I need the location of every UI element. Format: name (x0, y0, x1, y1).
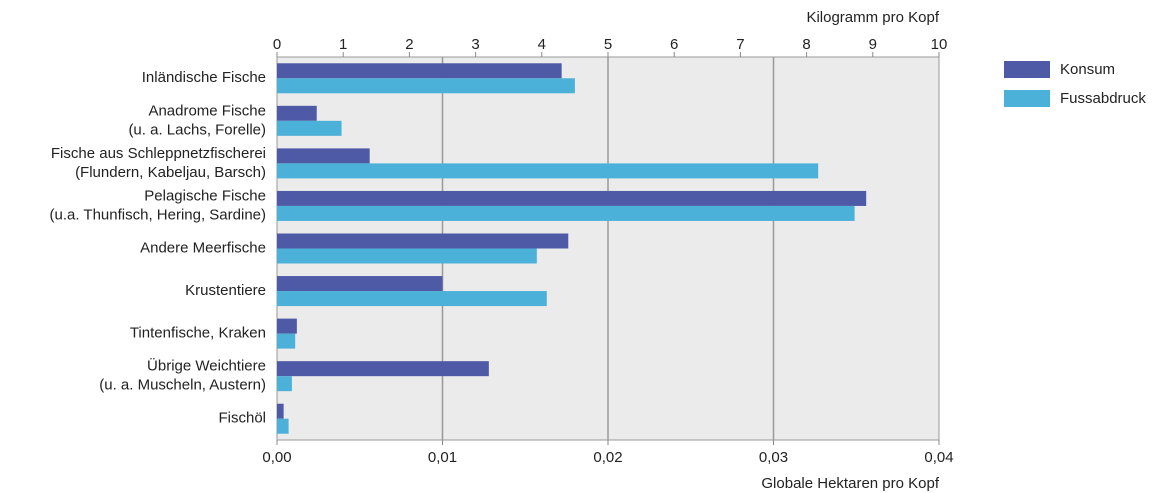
legend-label: Konsum (1060, 61, 1115, 78)
x-axis-title: Globale Hektaren pro Kopf (761, 475, 939, 492)
x2-axis-title: Kilogramm pro Kopf (806, 9, 939, 26)
y-tick-label: Fische aus Schleppnetzfischerei (51, 145, 266, 162)
bar (277, 163, 819, 179)
y-tick-label: Tintenfische, Kraken (130, 325, 266, 342)
bar (277, 276, 443, 292)
x2-tick-label: 5 (604, 36, 612, 53)
bar (277, 105, 317, 121)
x2-tick-label: 10 (931, 36, 948, 53)
bar (277, 120, 342, 136)
bar (277, 333, 296, 349)
y-tick-label: (Flundern, Kabeljau, Barsch) (75, 164, 266, 181)
bar (277, 361, 489, 377)
x2-tick-label: 6 (670, 36, 678, 53)
legend-swatch (1004, 90, 1050, 107)
y-tick-label: (u. a. Lachs, Forelle) (128, 121, 266, 138)
x-tick-label: 0,04 (924, 449, 953, 466)
y-tick-label: (u.a. Thunfisch, Hering, Sardine) (50, 206, 267, 223)
bar (277, 63, 562, 79)
bar (277, 190, 867, 206)
legend-swatch (1004, 61, 1050, 78)
bar (277, 403, 284, 419)
x-tick-label: 0,03 (759, 449, 788, 466)
x-tick-label: 0,01 (428, 449, 457, 466)
y-tick-label: Anadrome Fische (148, 102, 266, 119)
bar (277, 376, 292, 392)
bar (277, 233, 569, 249)
y-tick-label: Übrige Weichtiere (147, 357, 266, 375)
bar (277, 248, 537, 264)
x2-tick-label: 2 (405, 36, 413, 53)
y-tick-label: Andere Meerfische (140, 239, 266, 256)
x2-tick-label: 9 (869, 36, 877, 53)
x2-tick-label: 1 (339, 36, 347, 53)
bar (277, 318, 297, 334)
x-tick-label: 0,00 (262, 449, 291, 466)
bar (277, 205, 855, 221)
bar (277, 148, 370, 164)
x-tick-label: 0,02 (593, 449, 622, 466)
y-tick-label: Fischöl (218, 410, 266, 427)
x2-tick-label: 4 (538, 36, 546, 53)
y-tick-label: Inländische Fische (142, 69, 266, 86)
x2-tick-label: 8 (802, 36, 810, 53)
y-tick-label: Krustentiere (185, 282, 266, 299)
bar (277, 78, 575, 94)
y-tick-label: Pelagische Fische (144, 187, 266, 204)
bar (277, 291, 547, 307)
bar (277, 418, 289, 434)
x2-tick-label: 7 (736, 36, 744, 53)
legend-label: Fussabdruck (1060, 90, 1146, 107)
x2-tick-label: 0 (273, 36, 281, 53)
x2-tick-label: 3 (471, 36, 479, 53)
y-tick-label: (u. a. Muscheln, Austern) (99, 377, 266, 394)
